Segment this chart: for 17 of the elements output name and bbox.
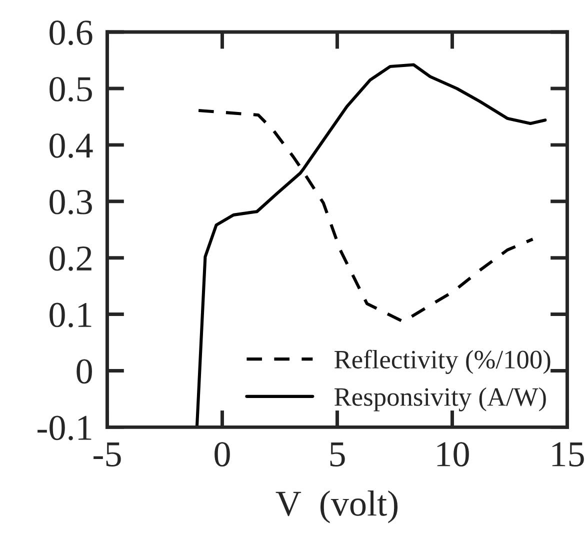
y-tick-label: 0.1: [50, 302, 92, 328]
y-tick-label: 0.3: [50, 190, 92, 214]
y-tick-label: -0.1: [38, 416, 92, 440]
legend-label: Reflectivity (%/100): [334, 350, 550, 374]
legend-label: Responsivity (A/W): [334, 387, 546, 412]
y-tick-label: 0.4: [50, 133, 93, 158]
x-axis-title: V (volt): [276, 490, 398, 524]
x-tick-label: 5: [330, 442, 345, 466]
y-tick-label: 0.5: [50, 77, 92, 102]
x-tick-label: 15: [552, 442, 584, 466]
line-series: [197, 108, 534, 324]
y-tick-label: 0.2: [50, 246, 92, 271]
y-tick-label: 0.6: [50, 20, 92, 46]
x-tick-label: -5: [94, 442, 121, 466]
x-tick-label: 10: [437, 442, 469, 466]
y-tick-label: 0: [76, 359, 92, 384]
x-tick-label: 0: [214, 442, 230, 466]
